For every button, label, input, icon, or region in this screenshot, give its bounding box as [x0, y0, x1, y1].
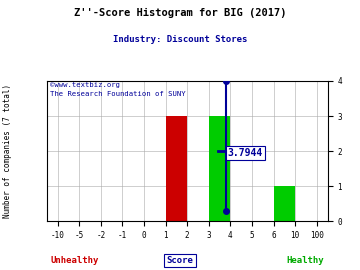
Bar [166, 116, 187, 221]
Bar [209, 116, 230, 221]
Text: Score: Score [167, 256, 193, 265]
Text: Z''-Score Histogram for BIG (2017): Z''-Score Histogram for BIG (2017) [74, 8, 286, 18]
Text: ©www.textbiz.org
The Research Foundation of SUNY: ©www.textbiz.org The Research Foundation… [50, 82, 185, 97]
Bar [274, 186, 295, 221]
Text: 3.7944: 3.7944 [228, 148, 263, 158]
Text: Healthy: Healthy [286, 256, 324, 265]
Text: Industry: Discount Stores: Industry: Discount Stores [113, 35, 247, 44]
Text: Unhealthy: Unhealthy [50, 256, 99, 265]
Text: Number of companies (7 total): Number of companies (7 total) [3, 84, 12, 218]
